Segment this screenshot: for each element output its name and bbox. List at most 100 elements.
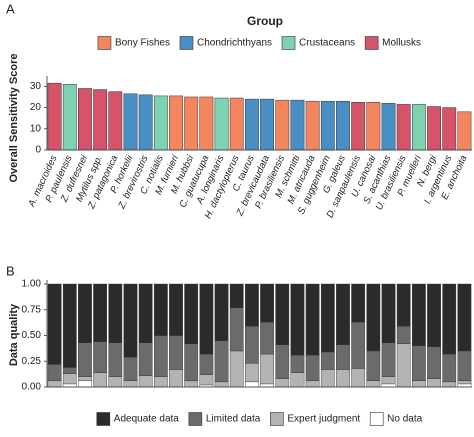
bar-segment [184,283,199,344]
y-tick-label: 0.00 [22,382,42,393]
bar-segment [260,353,274,385]
bar-segment [411,283,426,346]
bar-segment [336,283,350,345]
legend-swatch [97,36,112,50]
bar-segment [153,335,168,377]
bar [153,95,168,151]
bar-segment [169,369,183,388]
bar-segment [427,283,441,348]
bar-segment [260,321,274,355]
bar-segment [78,283,92,343]
bar-segment [351,368,366,388]
legend-label: Expert judgment [287,414,360,425]
bar [123,93,138,151]
y-tick-label: 30 [30,81,42,92]
legend-swatch [188,412,203,426]
bar [396,104,411,151]
bar-segment [229,307,244,352]
bar-segment [62,373,77,385]
bar-segment [351,283,366,323]
bar [275,99,290,151]
bar-segment [47,380,62,388]
legend-swatch [270,412,284,426]
bar-segment [78,380,92,388]
legend-swatch [369,412,384,426]
bar [320,100,335,151]
bar [199,96,214,151]
legend-swatch [96,412,111,426]
bar [366,102,381,151]
bar-segment [442,283,457,355]
bar-segment [411,345,426,382]
bar-segment [47,364,62,382]
bar-segment [214,340,229,383]
bar-segment [47,283,62,365]
bar-segment [184,380,199,388]
bar-segment [153,283,168,336]
bar [411,104,426,151]
bar-segment [457,380,472,385]
bar-segment [290,354,305,373]
panel-label: A [6,1,15,16]
bar [229,97,244,151]
bar-segment [199,353,214,375]
bar-segment [381,376,396,385]
legend-label: Crustaceans [299,38,355,49]
bar [184,96,199,151]
bar-segment [62,367,77,374]
y-tick-label: 20 [30,102,42,113]
bar-segment [123,283,138,358]
y-tick-label: 0 [35,145,41,156]
legend-label: No data [387,414,422,425]
bar [138,94,153,151]
bar [457,111,472,151]
bar [260,98,275,151]
bar-segment [320,351,335,370]
bar-segment [320,369,335,388]
bar [336,100,350,151]
bar-segment [336,369,350,388]
bar-segment [457,383,472,388]
bar [427,106,441,151]
bar-segment [457,283,472,352]
bar [381,103,396,151]
bar-segment [229,283,244,308]
bar-segment [93,372,108,388]
bar-segment [275,378,290,388]
bar-segment [290,372,305,388]
bar [93,89,108,151]
bar-segment [78,376,92,382]
bar [78,88,92,151]
bar-segment [396,283,411,327]
bar-segment [305,380,320,388]
bar-segment [260,283,274,323]
bar-segment [245,283,259,327]
bar [47,82,62,151]
legend-swatch [364,36,379,50]
bar-segment [214,283,229,341]
bar-segment [184,343,199,382]
bar-segment [260,383,274,388]
legend-label: Mollusks [382,38,421,49]
bar-segment [78,342,92,377]
bar-segment [381,342,396,377]
bar [244,98,259,151]
legend-label: Limited data [206,414,261,425]
bar-segment [320,283,335,353]
bar-segment [138,283,153,343]
bar-segment [93,283,108,342]
bar-segment [138,342,153,376]
bar-segment [366,283,381,352]
bar-segment [245,326,259,364]
bar [305,100,320,151]
bar [214,97,229,151]
bar-segment [366,350,381,382]
y-axis-title: Overall Sensitivity Score [8,53,20,182]
bar-segment [396,326,411,344]
bar-segment [411,380,426,388]
panel-label: B [6,263,15,278]
y-tick-label: 10 [30,123,42,134]
bar [62,83,77,151]
bar-segment [305,354,320,382]
